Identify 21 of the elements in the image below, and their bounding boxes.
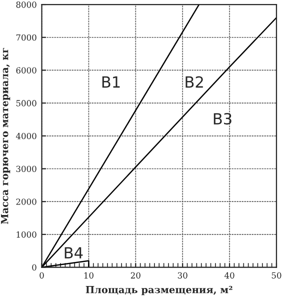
- y-tick-label: 0: [32, 264, 36, 271]
- annotation: B2: [186, 76, 203, 88]
- y-axis-title: Масса горючего материала, кг: [1, 48, 10, 224]
- y-tick-label: 2000: [16, 198, 36, 205]
- annotation: B3: [214, 113, 232, 125]
- x-tick-label: 40: [224, 272, 234, 279]
- y-tick-label: 7000: [16, 34, 36, 41]
- x-tick-label: 30: [178, 272, 188, 279]
- y-tick-label: 5000: [16, 100, 36, 106]
- annotation: B1: [102, 76, 120, 88]
- y-tick-label: 4000: [16, 132, 36, 140]
- x-tick-label: 10: [84, 272, 94, 279]
- x-tick-label: 20: [130, 272, 140, 279]
- y-tick-label: 1000: [16, 231, 36, 238]
- x-tick-label: 0: [40, 272, 44, 279]
- y-tick-label: 3000: [16, 166, 36, 172]
- annotation: B4: [64, 247, 83, 258]
- x-tick-label: 50: [272, 272, 282, 279]
- y-tick-label: 6000: [16, 67, 36, 74]
- x-axis-title: Площадь размещения, м²: [86, 286, 232, 296]
- y-tick-label: 8000: [16, 2, 36, 8]
